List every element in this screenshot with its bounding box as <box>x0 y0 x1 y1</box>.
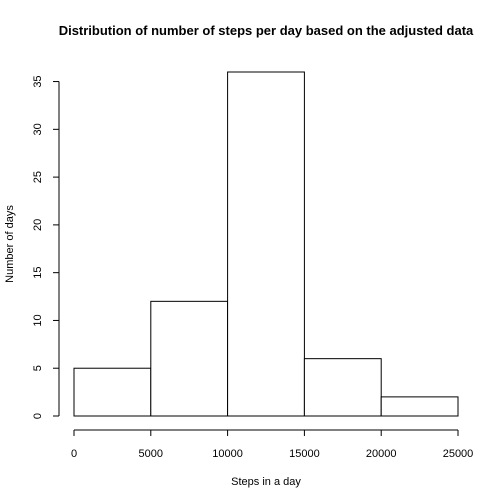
x-tick-label-2: 10000 <box>212 448 243 460</box>
y-axis: 0 5 10 15 20 25 30 35 <box>32 75 60 419</box>
y-tick-label-7: 35 <box>32 75 44 87</box>
x-tick-label-0: 0 <box>71 448 77 460</box>
y-tick-label-0: 0 <box>32 413 44 419</box>
x-axis: 0 5000 10000 15000 20000 25000 <box>71 429 474 460</box>
y-tick-label-4: 20 <box>32 219 44 231</box>
histogram-bar-3 <box>303 358 382 417</box>
y-tick-label-5: 25 <box>32 171 44 183</box>
y-tick-label-6: 30 <box>32 123 44 135</box>
x-axis-label: Steps in a day <box>231 476 301 488</box>
x-tick-label-1: 5000 <box>139 448 163 460</box>
x-tick-label-5: 25000 <box>443 448 474 460</box>
y-tick-label-2: 10 <box>32 314 44 326</box>
histogram-bar-4 <box>380 396 459 417</box>
y-axis-label: Number of days <box>4 205 16 283</box>
histogram-bar-2 <box>227 71 305 417</box>
histogram-bar-1 <box>150 300 229 417</box>
y-tick-label-3: 15 <box>32 267 44 279</box>
x-tick-label-3: 15000 <box>289 448 320 460</box>
bars-group <box>73 71 459 417</box>
y-tick-label-1: 5 <box>32 365 44 371</box>
chart-title: Distribution of number of steps per day … <box>59 23 474 38</box>
x-tick-label-4: 20000 <box>366 448 397 460</box>
histogram-bar-0 <box>73 367 152 417</box>
